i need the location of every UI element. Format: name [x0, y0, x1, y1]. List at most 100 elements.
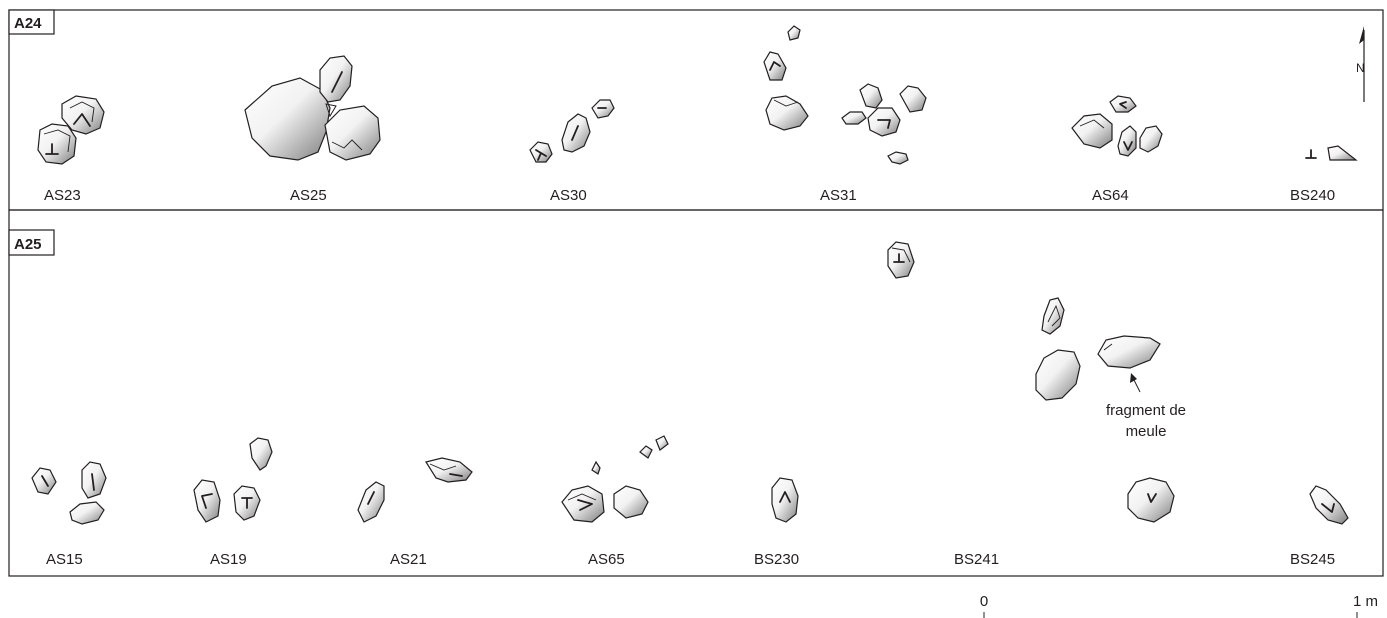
stone: [357, 481, 385, 523]
stone: [655, 435, 669, 451]
orientation-mark: [535, 149, 547, 161]
feature-label: AS25: [290, 187, 327, 204]
feature-label: AS21: [390, 551, 427, 568]
feature-label: BS240: [1290, 187, 1335, 204]
stone: [1097, 335, 1161, 369]
stone: [324, 105, 381, 161]
orientation-mark: [41, 475, 49, 487]
stone: [425, 457, 473, 483]
panel-a25-tag: A25: [14, 236, 42, 253]
feature-as31: AS31: [763, 25, 927, 204]
stone: [841, 111, 867, 125]
stone: [1327, 145, 1358, 161]
stone-facet: [567, 493, 597, 501]
feature-label: AS19: [210, 551, 247, 568]
stone: [1035, 349, 1081, 401]
feature-as25: AS25: [244, 55, 381, 204]
feature-bs245: BS245: [1290, 485, 1349, 568]
stone: [1139, 125, 1163, 153]
panel-a25-tag-box: [8, 229, 55, 256]
orientation-mark: [893, 253, 905, 263]
orientation-mark: [1123, 141, 1133, 151]
millstone-annotation: fragment de meule: [1106, 373, 1186, 440]
stone-facet: [1047, 304, 1061, 327]
stone: [771, 477, 799, 523]
feature-bs241: BS241: [887, 241, 1175, 568]
feature-label: BS245: [1290, 551, 1335, 568]
orientation-mark: [1321, 503, 1335, 513]
orientation-mark: [571, 125, 579, 141]
feature-bs240: BS240: [1290, 145, 1358, 204]
panel-a24-tag: A24: [14, 15, 42, 32]
feature-label: BS230: [754, 551, 799, 568]
orientation-mark: [449, 473, 463, 477]
feature-as23: AS23: [37, 95, 105, 204]
feature-label: AS30: [550, 187, 587, 204]
scale-start-label: 0: [980, 593, 988, 610]
feature-label: AS65: [588, 551, 625, 568]
stone: [787, 25, 801, 41]
stone-facet: [429, 463, 457, 471]
stone: [639, 445, 653, 459]
scale-bar: 0 1 m: [980, 593, 1378, 618]
feature-label: AS64: [1092, 187, 1129, 204]
north-arrow: N: [1356, 26, 1365, 102]
stone: [1109, 95, 1137, 113]
feature-as19: AS19: [193, 437, 273, 568]
orientation-mark: [73, 113, 91, 127]
stone: [1041, 297, 1065, 335]
orientation-mark: [331, 71, 343, 93]
orientation-mark: [1119, 101, 1127, 109]
orientation-mark: [779, 491, 791, 503]
north-arrow-head: [1359, 26, 1364, 44]
stone-facet: [891, 247, 911, 263]
stone-facet: [1079, 119, 1105, 129]
feature-as21: AS21: [357, 457, 473, 568]
feature-label: AS31: [820, 187, 857, 204]
stone: [561, 485, 605, 523]
orientation-mark: [1147, 493, 1157, 503]
stone: [319, 55, 353, 103]
orientation-mark: [91, 473, 95, 491]
stone-facet: [69, 101, 95, 123]
feature-label: AS15: [46, 551, 83, 568]
panel-a25-frame: [8, 209, 1384, 577]
annotation-line-1: fragment de: [1106, 402, 1186, 419]
orientation-mark: [577, 499, 593, 511]
panel-a24: A24 AS23 AS25: [8, 9, 1384, 211]
panel-a25: A25 AS15 AS19 AS21: [8, 209, 1384, 577]
feature-as65: AS65: [561, 435, 669, 568]
stone: [81, 461, 107, 499]
stone: [887, 151, 909, 165]
orientation-mark: [877, 119, 891, 129]
feature-as30: AS30: [529, 99, 615, 204]
feature-label: BS241: [954, 551, 999, 568]
stone: [249, 437, 273, 471]
feature-as15: AS15: [31, 461, 107, 568]
stone: [765, 95, 809, 131]
feature-as64: AS64: [1071, 95, 1163, 204]
stone: [244, 77, 331, 161]
orientation-mark: [241, 497, 253, 509]
stone: [859, 83, 883, 109]
orientation-mark: [1305, 149, 1317, 159]
stone: [591, 460, 601, 475]
stone-facet: [331, 139, 363, 151]
stone: [561, 113, 591, 153]
orientation-mark: [367, 491, 375, 505]
stone-facet: [1103, 343, 1113, 351]
stone-chip: [325, 103, 337, 118]
orientation-mark: [769, 61, 781, 71]
stone: [193, 479, 221, 523]
stone: [763, 51, 787, 81]
north-label: N: [1356, 61, 1365, 75]
stone: [591, 99, 615, 119]
scale-end-label: 1 m: [1353, 593, 1378, 610]
annotation-line-2: meule: [1126, 423, 1167, 440]
panel-a24-tag-box: [8, 9, 55, 35]
feature-label: AS23: [44, 187, 81, 204]
orientation-mark: [45, 143, 59, 155]
stone: [1117, 125, 1137, 157]
stone: [899, 85, 927, 113]
